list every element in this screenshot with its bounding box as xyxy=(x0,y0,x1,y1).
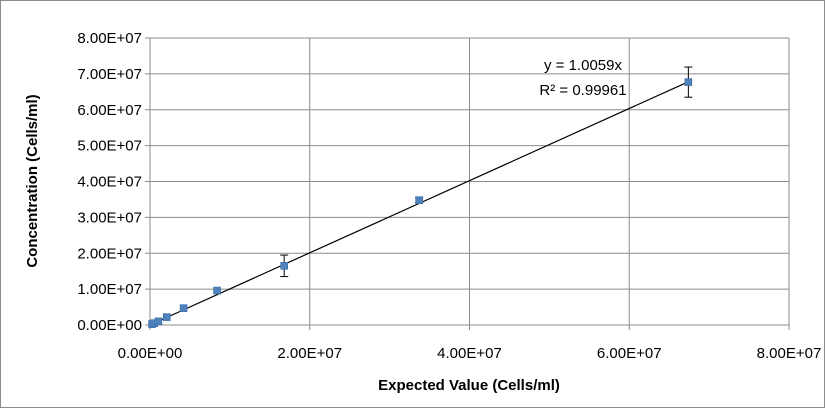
r-squared-text: R² = 0.99961 xyxy=(539,82,626,99)
y-tick-label: 2.00E+07 xyxy=(77,245,142,262)
x-tick-label: 4.00E+07 xyxy=(437,345,502,362)
y-axis-title: Concentration (Cells/ml) xyxy=(24,94,41,267)
x-axis-title: Expected Value (Cells/ml) xyxy=(378,377,560,394)
tick-labels: 0.00E+00 1.00E+07 2.00E+07 3.00E+07 4.00E+07… xyxy=(77,30,821,362)
x-tick-label: 2.00E+07 xyxy=(277,345,342,362)
y-tick-label: 1.00E+07 xyxy=(77,281,142,298)
x-tick-label: 0.00E+00 xyxy=(118,345,183,362)
data-point xyxy=(179,304,188,312)
error-bars xyxy=(280,66,693,278)
y-tick-label: 8.00E+07 xyxy=(77,30,142,47)
y-tick-label: 5.00E+07 xyxy=(77,138,142,155)
trendline-equation-text: y = 1.0059x xyxy=(544,57,622,74)
y-tick-label: 0.00E+00 xyxy=(77,317,142,334)
y-tick-label: 3.00E+07 xyxy=(77,209,142,226)
trendline-equation: y = 1.0059x R² = 0.99961 xyxy=(539,57,626,99)
y-tick-label: 4.00E+07 xyxy=(77,174,142,191)
data-point xyxy=(415,196,423,204)
data-point xyxy=(684,78,693,86)
y-tick-label: 6.00E+07 xyxy=(77,102,142,119)
x-tick-label: 6.00E+07 xyxy=(597,345,662,362)
gridlines xyxy=(145,37,790,330)
y-tick-label: 7.00E+07 xyxy=(77,66,142,83)
data-point xyxy=(154,317,163,326)
x-tick-label: 8.00E+07 xyxy=(757,345,822,362)
data-point xyxy=(162,313,171,321)
data-point xyxy=(213,286,221,295)
data-point xyxy=(280,262,288,270)
data-points xyxy=(148,78,693,328)
